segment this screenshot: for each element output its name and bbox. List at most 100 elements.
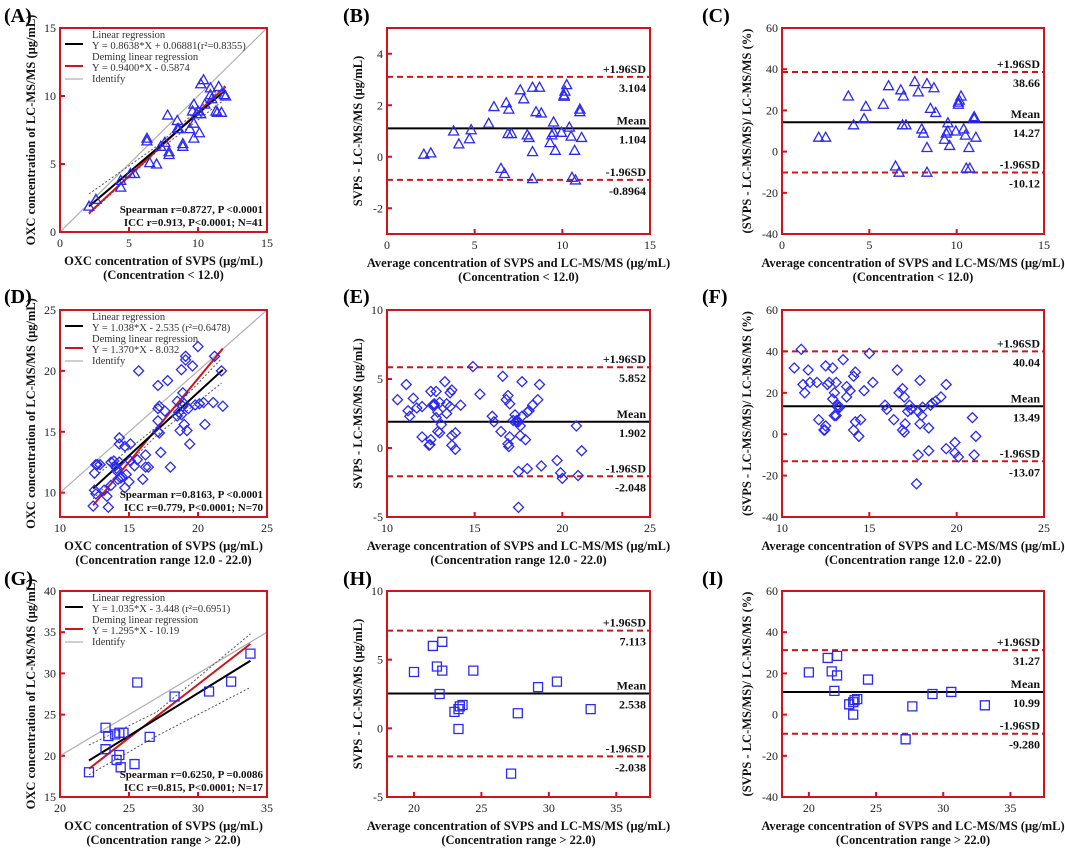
panel-label: (C)	[702, 5, 730, 27]
y-tick-label: 0	[50, 225, 56, 239]
x-axis-label: Average concentration of SVPS and LC-MS/…	[761, 539, 1064, 553]
data-point	[519, 433, 532, 446]
identity-line	[60, 631, 267, 757]
y-tick-label: 10	[44, 89, 56, 103]
data-point	[89, 458, 102, 471]
mean-limit-label: Mean	[1011, 677, 1041, 691]
data-point	[826, 362, 839, 374]
y-tick-label: -20	[762, 469, 778, 483]
data-point	[979, 700, 991, 711]
lower-limit-value: -2.038	[615, 760, 646, 774]
data-point	[564, 129, 578, 141]
mean-limit-value: 14.27	[1013, 126, 1040, 140]
data-point	[563, 120, 576, 132]
y-axis-label: OXC concentration of LC-MS/MS (μg/mL)	[24, 15, 38, 246]
x-tick-label: 5	[866, 238, 872, 252]
data-point	[847, 118, 860, 130]
data-point	[555, 125, 568, 137]
y-tick-label: 35	[44, 625, 56, 639]
y-tick-label: 60	[766, 303, 778, 317]
data-point	[488, 415, 500, 428]
deming-regression-line	[88, 643, 252, 770]
plot-frame	[386, 590, 651, 798]
x-tick-label: 25	[123, 801, 135, 815]
data-point	[866, 376, 879, 389]
data-point	[179, 350, 192, 363]
panel-label: (I)	[702, 568, 723, 590]
data-point	[105, 479, 117, 492]
data-point	[935, 391, 947, 403]
data-point	[941, 124, 955, 136]
upper-limit-label: +1.96SD	[603, 62, 647, 76]
data-point	[98, 484, 111, 497]
data-point	[903, 399, 916, 412]
data-point	[968, 448, 981, 461]
legend-equation: Y = 0.9400*X - 0.5874	[92, 63, 190, 74]
data-point	[431, 406, 444, 419]
data-point	[848, 697, 859, 708]
data-point	[205, 92, 218, 104]
data-point	[829, 685, 840, 697]
plot-frame	[59, 27, 268, 233]
panel-c: (C) 0 5 10 15 -40 -20 0 20 40 60 Average concentrat…	[702, 5, 1065, 284]
data-point	[798, 386, 811, 399]
x-tick-label: 30	[937, 801, 949, 815]
data-point	[212, 80, 225, 92]
data-point	[849, 415, 862, 428]
lower-limit-label: -1.96SD	[606, 461, 647, 475]
data-point	[88, 467, 101, 480]
plot-area	[387, 75, 650, 185]
data-point	[445, 384, 458, 396]
data-point	[449, 426, 462, 439]
legend-label: Identify	[92, 637, 126, 648]
y-tick-label: 40	[766, 62, 778, 76]
data-point	[208, 350, 221, 363]
data-point	[183, 438, 196, 450]
data-point	[966, 411, 979, 424]
data-point	[899, 417, 912, 430]
y-axis-label: SVPS - LC-MS/MS (μg/mL)	[351, 619, 365, 770]
data-point	[522, 131, 536, 143]
data-point	[89, 487, 102, 500]
data-point	[912, 448, 925, 461]
data-point	[844, 384, 857, 397]
mean-limit-label: Mean	[617, 113, 647, 127]
y-tick-label: 15	[44, 790, 56, 804]
data-point	[391, 393, 404, 406]
legend-label: Deming linear regression	[92, 52, 199, 63]
y-axis-label: SVPS - LC-MS/MS (μg/mL)	[351, 56, 365, 207]
data-point	[192, 340, 204, 353]
data-point	[529, 105, 543, 117]
plot-frame	[386, 309, 651, 518]
stats-text: ICC r=0.779, P<0.0001; N=70	[124, 502, 264, 514]
data-point	[113, 456, 126, 469]
data-point	[175, 363, 188, 376]
data-point	[437, 636, 448, 647]
data-point	[193, 397, 206, 410]
data-point	[803, 667, 815, 678]
data-point	[828, 409, 841, 422]
data-point	[922, 444, 935, 457]
upper-limit-value: 31.27	[1013, 654, 1040, 668]
data-point	[194, 107, 207, 119]
data-point	[140, 131, 154, 143]
data-point	[854, 413, 867, 426]
data-point	[132, 364, 145, 377]
data-point	[118, 727, 129, 738]
data-point	[162, 148, 176, 160]
upper-limit-value: 38.66	[1013, 76, 1040, 90]
mean-limit-label: Mean	[1011, 107, 1041, 121]
data-point	[926, 397, 939, 410]
data-point	[109, 459, 122, 472]
data-point	[962, 141, 975, 153]
y-tick-label: -40	[762, 227, 778, 241]
panel-label: (B)	[343, 5, 370, 27]
data-point	[969, 430, 982, 443]
data-point	[431, 661, 443, 672]
ci-upper-line	[88, 633, 251, 746]
x-axis-sublabel: (Concentration < 12.0)	[458, 270, 579, 284]
data-point	[526, 172, 539, 184]
data-point	[852, 694, 863, 705]
data-point	[100, 744, 111, 755]
